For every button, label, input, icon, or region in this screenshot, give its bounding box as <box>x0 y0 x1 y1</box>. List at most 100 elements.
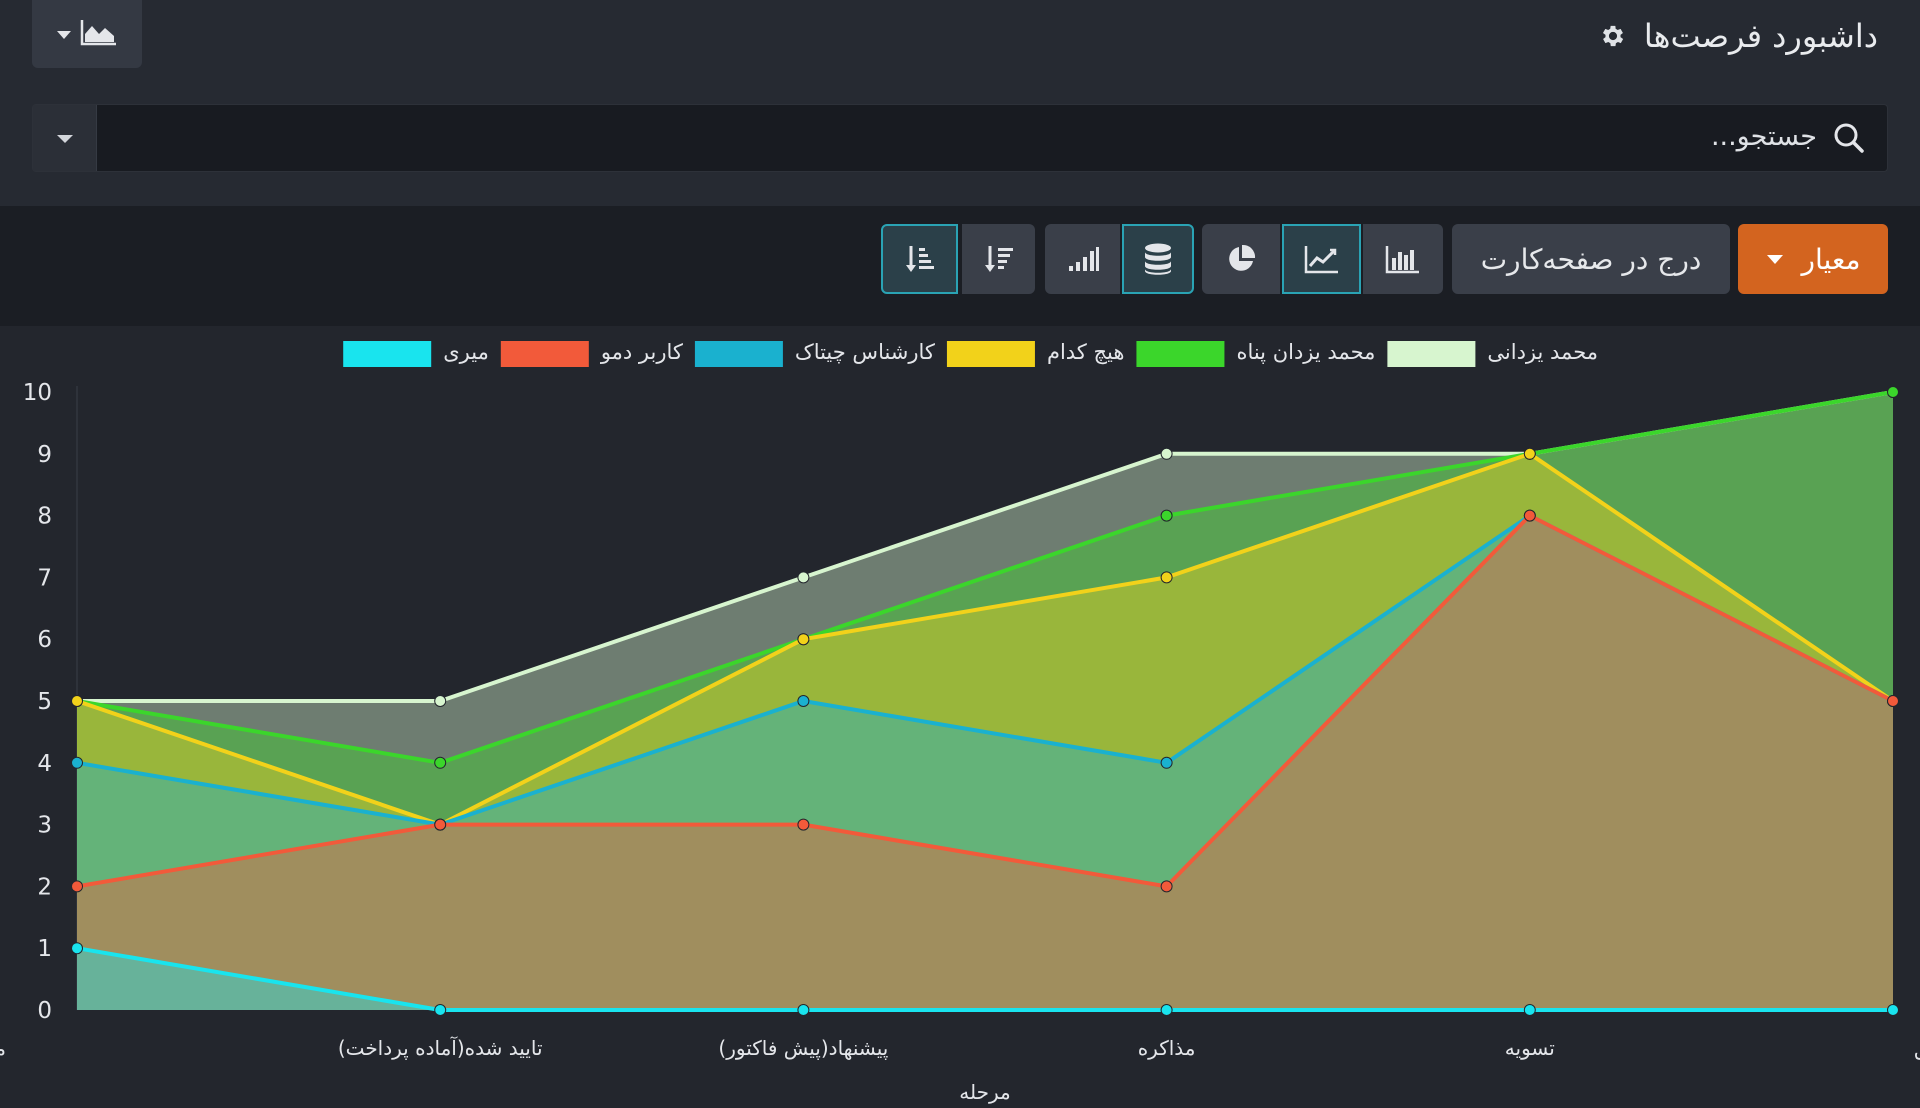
metric-dropdown-button[interactable]: معیار <box>1738 224 1888 294</box>
data-point-0-3 <box>1160 447 1173 460</box>
area-fill-3 <box>77 515 1893 1010</box>
chevron-down-icon <box>1766 254 1784 265</box>
series-line-4 <box>76 513 1894 889</box>
bar-chart-button[interactable] <box>1363 224 1443 294</box>
data-point-0-1 <box>434 695 447 707</box>
chevron-down-icon <box>56 129 74 148</box>
legend-item[interactable]: میری <box>343 340 489 367</box>
legend-swatch <box>946 341 1035 367</box>
header-bar: داشبورد فرصت‌ها <box>0 0 1920 100</box>
data-point-3-2 <box>797 695 810 707</box>
legend-label: محمد یزدانی <box>1487 340 1598 364</box>
chart-panel: 0 1 2 3 4 5 6 7 8 9 10 مراجعه حضوری تایید شده(آماده … <box>0 326 1920 1108</box>
y-tick-label: 9 <box>37 442 52 468</box>
line-chart-icon <box>1304 244 1340 274</box>
data-point-5-3 <box>1160 1004 1173 1016</box>
data-point-4-1 <box>434 818 447 831</box>
stacked-toggle-button[interactable] <box>1122 224 1194 294</box>
line-chart-button[interactable] <box>1282 224 1361 294</box>
search-icon[interactable] <box>1833 122 1867 156</box>
legend-item[interactable]: کارشناس چیتاک <box>694 340 935 367</box>
y-tick-label: 0 <box>37 998 52 1024</box>
search-placeholder: جستجو... <box>1710 121 1817 152</box>
data-point-5-4 <box>1523 1004 1536 1016</box>
legend-swatch <box>1387 341 1476 367</box>
y-tick-label: 6 <box>37 627 52 653</box>
area-chart-icon <box>80 18 118 50</box>
x-tick-label: تایید شده(آماده پرداخت) <box>338 1035 543 1061</box>
search-input[interactable]: جستجو... <box>32 104 1888 172</box>
data-point-4-5 <box>1887 695 1899 707</box>
legend-item[interactable]: محمد یزدان پناه <box>1136 340 1375 367</box>
y-tick-label: 4 <box>37 751 52 777</box>
data-point-3-0 <box>71 756 83 769</box>
legend-label: هیچ کدام <box>1047 340 1125 364</box>
area-fill-1 <box>77 392 1893 1010</box>
legend-label: کارشناس چیتاک <box>795 340 935 364</box>
series-line-2 <box>76 451 1895 827</box>
series-line-1 <box>76 390 1894 765</box>
sort-descending-button[interactable] <box>962 224 1035 294</box>
data-point-0-2 <box>797 571 810 584</box>
sort-ascending-button[interactable] <box>881 224 958 294</box>
insert-label: درج در صفحه‌کارت <box>1480 242 1702 276</box>
legend-label: میری <box>443 340 489 364</box>
area-fill-0 <box>77 392 1893 1010</box>
legend-swatch <box>500 341 589 367</box>
gear-icon[interactable] <box>1598 21 1628 51</box>
x-tick-label: تسویه <box>1505 1036 1555 1060</box>
legend-label: محمد یزدان پناه <box>1236 340 1375 364</box>
y-tick-label: 7 <box>37 565 52 591</box>
bar-chart-icon <box>1385 244 1421 274</box>
search-filter-dropdown[interactable] <box>33 105 97 171</box>
y-tick-label: 3 <box>37 813 52 839</box>
data-point-2-2 <box>797 633 810 646</box>
pie-chart-button[interactable] <box>1202 224 1280 294</box>
data-point-4-2 <box>797 818 810 831</box>
title-group: داشبورد فرصت‌ها <box>1598 10 1878 62</box>
x-axis-title: مرحله <box>959 1080 1010 1104</box>
area-fill-5 <box>77 948 1893 1010</box>
legend-swatch <box>694 341 783 367</box>
chevron-down-icon <box>56 25 72 44</box>
data-point-5-1 <box>434 1004 447 1016</box>
series-line-5 <box>76 946 1893 1012</box>
insert-into-card-button[interactable]: درج در صفحه‌کارت <box>1452 224 1730 294</box>
legend-swatch <box>1136 341 1225 367</box>
y-tick-label: 5 <box>37 689 52 715</box>
legend-label: کاربر دمو <box>600 340 683 364</box>
pie-chart-icon <box>1225 243 1257 275</box>
data-point-1-5 <box>1887 386 1899 398</box>
y-tick-label: 1 <box>37 936 52 962</box>
sort-descending-icon <box>983 243 1015 275</box>
x-tick-label: پیشنهاد(پیش فاکتور) <box>718 1036 888 1061</box>
chart-view-dropdown[interactable] <box>32 0 142 68</box>
x-tick-label: موفق <box>1914 1036 1920 1060</box>
data-point-4-4 <box>1523 509 1536 522</box>
data-point-3-3 <box>1160 756 1173 769</box>
data-point-5-2 <box>797 1004 810 1016</box>
data-point-1-3 <box>1160 509 1173 522</box>
metric-label: معیار <box>1801 242 1861 276</box>
data-point-5-0 <box>71 942 83 955</box>
legend-item[interactable]: کاربر دمو <box>500 340 683 367</box>
area-chart: 0 1 2 3 4 5 6 7 8 9 10 مراجعه حضوری تایید شده(آماده … <box>0 340 1920 1104</box>
area-fill-4 <box>77 515 1893 1010</box>
search-row: جستجو... <box>0 100 1920 206</box>
legend-item[interactable]: محمد یزدانی <box>1387 340 1598 367</box>
data-point-5-5 <box>1887 1004 1899 1016</box>
stacked-database-icon <box>1143 242 1173 276</box>
data-point-4-3 <box>1160 880 1173 893</box>
x-tick-label: مذاکره <box>1138 1036 1196 1060</box>
data-point-2-3 <box>1160 571 1173 584</box>
legend-item[interactable]: هیچ کدام <box>946 340 1125 367</box>
data-point-1-1 <box>434 756 447 769</box>
data-point-4-0 <box>71 880 83 893</box>
data-point-2-4 <box>1523 447 1536 460</box>
ascending-bars-button[interactable] <box>1045 224 1120 294</box>
sort-ascending-icon <box>904 243 936 275</box>
data-point-2-0 <box>71 695 83 707</box>
y-tick-label: 2 <box>37 874 52 900</box>
ascending-bars-icon <box>1066 246 1100 272</box>
page-title: داشبورد فرصت‌ها <box>1643 17 1878 55</box>
